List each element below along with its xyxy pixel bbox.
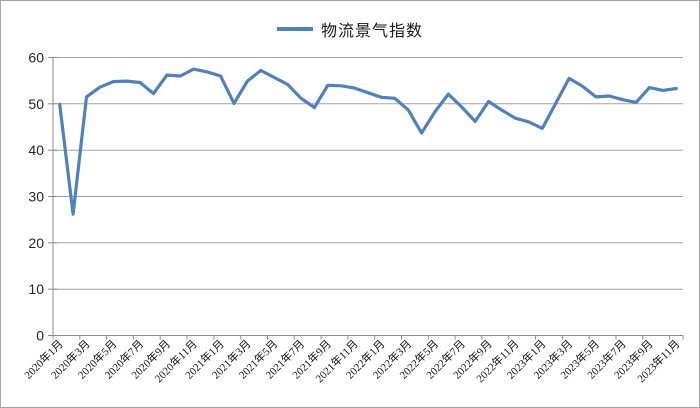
legend-line-marker (276, 27, 313, 31)
y-axis-label: 10 (28, 281, 44, 297)
y-axis-label: 60 (28, 50, 44, 66)
y-axis-label: 30 (28, 189, 44, 205)
y-axis-label: 0 (36, 328, 44, 344)
y-axis-label: 40 (28, 142, 44, 158)
series-line (58, 67, 678, 216)
y-axis-label: 20 (28, 235, 44, 251)
y-axis-label: 50 (28, 96, 44, 112)
legend-series-label: 物流景气指数 (320, 23, 423, 40)
chart-legend: 物流景气指数 (1, 17, 699, 41)
